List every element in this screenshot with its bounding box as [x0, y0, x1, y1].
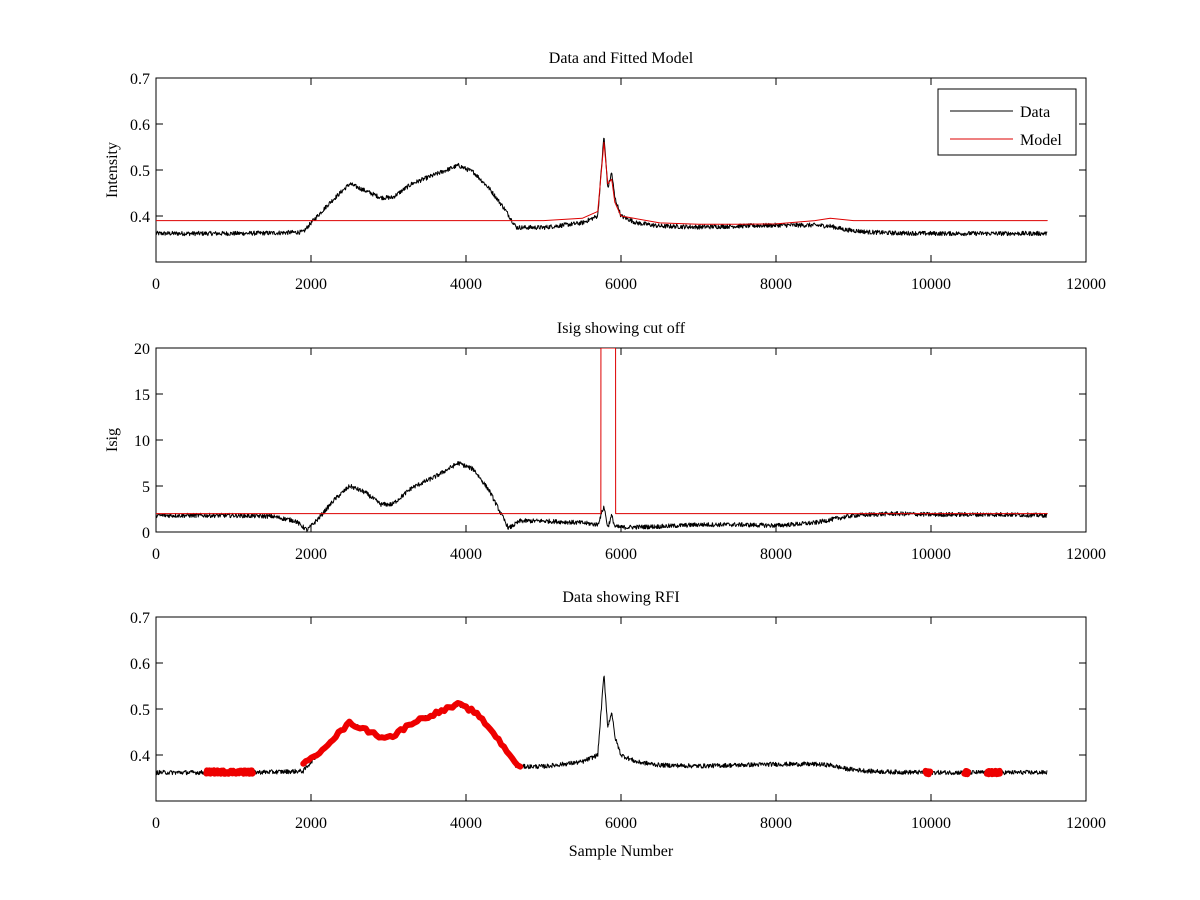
legend-label: Model	[1020, 132, 1062, 149]
chart-title: Data showing RFI	[562, 589, 679, 606]
y-axis-label: Intensity	[104, 142, 121, 198]
y-tick-label: 0.4	[130, 209, 150, 226]
x-axis-label: Sample Number	[569, 843, 674, 860]
legend-label: Data	[1020, 104, 1050, 121]
x-tick-label: 0	[152, 546, 160, 563]
series-line-2	[156, 141, 1048, 225]
x-tick-label: 8000	[760, 546, 792, 563]
series-line-5	[961, 768, 972, 778]
y-tick-label: 0.4	[130, 748, 150, 765]
chart-title: Isig showing cut off	[557, 320, 686, 337]
x-tick-label: 6000	[605, 815, 637, 832]
chart-panel-1: 0 2000 4000 6000 8000 10000 12000 0.4 0.5 0.6 0.7 D…	[104, 50, 1106, 293]
y-tick-label: 0.5	[130, 163, 150, 180]
x-tick-label: 2000	[295, 546, 327, 563]
x-tick-label: 6000	[605, 546, 637, 563]
series-line-1	[156, 675, 1048, 776]
y-tick-label: 0.7	[130, 71, 150, 88]
y-tick-label: 0	[142, 525, 150, 542]
series-line-4	[922, 767, 934, 778]
y-tick-label: 20	[134, 341, 150, 358]
x-tick-label: 12000	[1066, 546, 1106, 563]
axes-frame	[155, 347, 1087, 533]
y-tick-label: 0.7	[130, 610, 150, 627]
x-tick-label: 4000	[450, 546, 482, 563]
x-tick-label: 6000	[605, 276, 637, 293]
x-tick-label: 8000	[760, 276, 792, 293]
x-tick-label: 4000	[450, 276, 482, 293]
x-tick-label: 12000	[1066, 276, 1106, 293]
x-tick-label: 10000	[911, 276, 951, 293]
chart-panel-2: 0 2000 4000 6000 8000 10000 12000 0 5 10 15 20 Isig …	[104, 320, 1106, 563]
y-tick-label: 10	[134, 433, 150, 450]
chart-panel-3: 0 2000 4000 6000 8000 10000 12000 0.4 0.5 0.6 0.7 D…	[130, 589, 1106, 860]
y-tick-label: 0.5	[130, 702, 150, 719]
x-tick-label: 2000	[295, 815, 327, 832]
series-line-2	[203, 767, 256, 777]
legend-box	[937, 88, 1077, 156]
x-tick-label: 8000	[760, 815, 792, 832]
legend: Data Model	[937, 88, 1077, 156]
x-tick-label: 0	[152, 815, 160, 832]
y-tick-label: 15	[134, 387, 150, 404]
series-line-3	[300, 699, 524, 770]
x-tick-label: 10000	[911, 546, 951, 563]
y-tick-label: 0.6	[130, 117, 150, 134]
x-tick-label: 2000	[295, 276, 327, 293]
x-tick-label: 12000	[1066, 815, 1106, 832]
x-tick-label: 10000	[911, 815, 951, 832]
y-tick-label: 0.6	[130, 656, 150, 673]
series-line-2	[156, 348, 1048, 515]
chart-title: Data and Fitted Model	[549, 50, 694, 67]
x-tick-label: 0	[152, 276, 160, 293]
y-tick-label: 5	[142, 479, 150, 496]
x-tick-label: 4000	[450, 815, 482, 832]
series-line-1	[156, 461, 1048, 532]
series-line-6	[983, 767, 1003, 778]
y-axis-label: Isig	[104, 428, 121, 452]
